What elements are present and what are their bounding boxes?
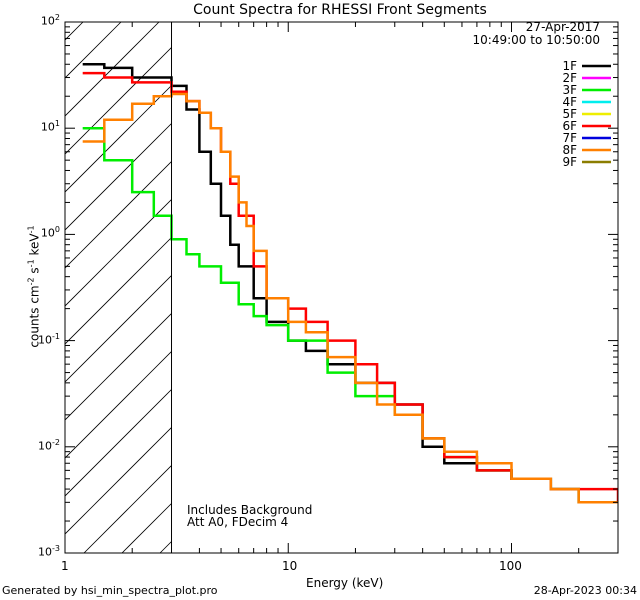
legend-label-7F: 7F (562, 131, 577, 145)
hatch-line (65, 22, 122, 79)
x-axis-label: Energy (keV) (306, 576, 384, 590)
hatch-mask (171, 22, 618, 553)
chart-title: Count Spectra for RHESSI Front Segments (193, 2, 487, 18)
axis-ticks (64, 21, 619, 554)
y-tick-label: 102 (40, 13, 60, 28)
hatch-line (65, 22, 160, 117)
legend-label-5F: 5F (562, 107, 577, 121)
hatch-line (65, 22, 198, 155)
footer-timestamp: 28-Apr-2023 00:34 (533, 584, 637, 597)
annotation-time-range: 10:49:00 to 10:50:00 (472, 33, 600, 47)
series-line-8F (82, 92, 618, 504)
y-tick-label: 10-3 (38, 544, 60, 559)
legend-label-8F: 8F (562, 143, 577, 157)
hatch-line (65, 22, 236, 193)
hatch-line (65, 22, 84, 41)
annotation-note-background: Includes Background (187, 503, 313, 517)
x-tick-label-1: 1 (61, 559, 69, 573)
y-tick-label: 101 (40, 119, 60, 134)
footer-generated-by: Generated by hsi_min_spectra_plot.pro (2, 584, 218, 597)
y-tick-label: 10-2 (38, 437, 60, 453)
annotation-date: 27-Apr-2017 (525, 20, 600, 34)
y-tick-label: 10-1 (38, 331, 60, 347)
excluded-region-hatch (0, 22, 618, 553)
legend-label-9F: 9F (562, 155, 577, 169)
legend-label-6F: 6F (562, 119, 577, 133)
x-tick-label-100: 100 (499, 559, 522, 573)
hatch-line (0, 22, 7, 553)
annotation-note-attenuator: Att A0, FDecim 4 (187, 515, 289, 529)
y-tick-label: 100 (40, 225, 60, 241)
x-tick-label-10: 10 (282, 559, 298, 573)
legend-label-2F: 2F (562, 71, 577, 85)
legend-label-3F: 3F (562, 83, 577, 97)
legend-label-4F: 4F (562, 95, 577, 109)
legend-label-1F: 1F (562, 59, 577, 73)
plot-frame (64, 21, 619, 554)
